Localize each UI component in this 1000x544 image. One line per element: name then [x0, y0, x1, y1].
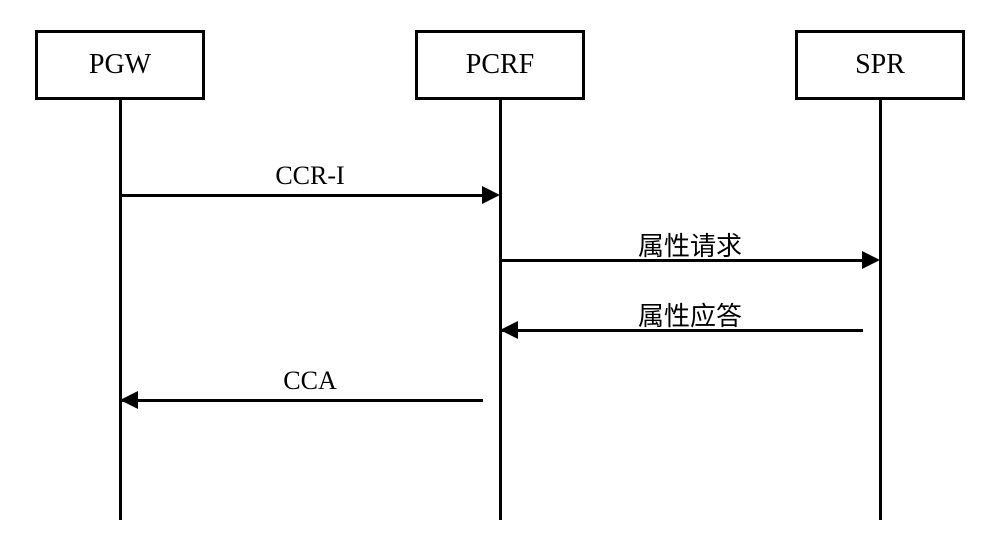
node-pcrf: PCRF: [415, 30, 585, 100]
msg-cca-arrow-icon: [120, 391, 138, 409]
lifeline-pgw: [119, 100, 122, 520]
msg-attr-resp-arrow-icon: [500, 321, 518, 339]
node-spr-label: SPR: [855, 49, 905, 81]
msg-attr-req-arrow-icon: [862, 251, 880, 269]
lifeline-spr: [879, 100, 882, 520]
msg-attr-req-label: 属性请求: [590, 226, 790, 263]
msg-ccr-i-arrow-icon: [482, 186, 500, 204]
msg-ccr-i-label: CCR-I: [210, 161, 410, 191]
msg-cca-label: CCA: [210, 366, 410, 396]
node-spr: SPR: [795, 30, 965, 100]
msg-attr-resp-label: 属性应答: [590, 296, 790, 333]
lifeline-pcrf: [499, 100, 502, 520]
node-pgw: PGW: [35, 30, 205, 100]
node-pgw-label: PGW: [89, 49, 151, 81]
msg-cca-line: [121, 399, 483, 402]
msg-ccr-i-line: [121, 194, 483, 197]
node-pcrf-label: PCRF: [466, 49, 535, 81]
